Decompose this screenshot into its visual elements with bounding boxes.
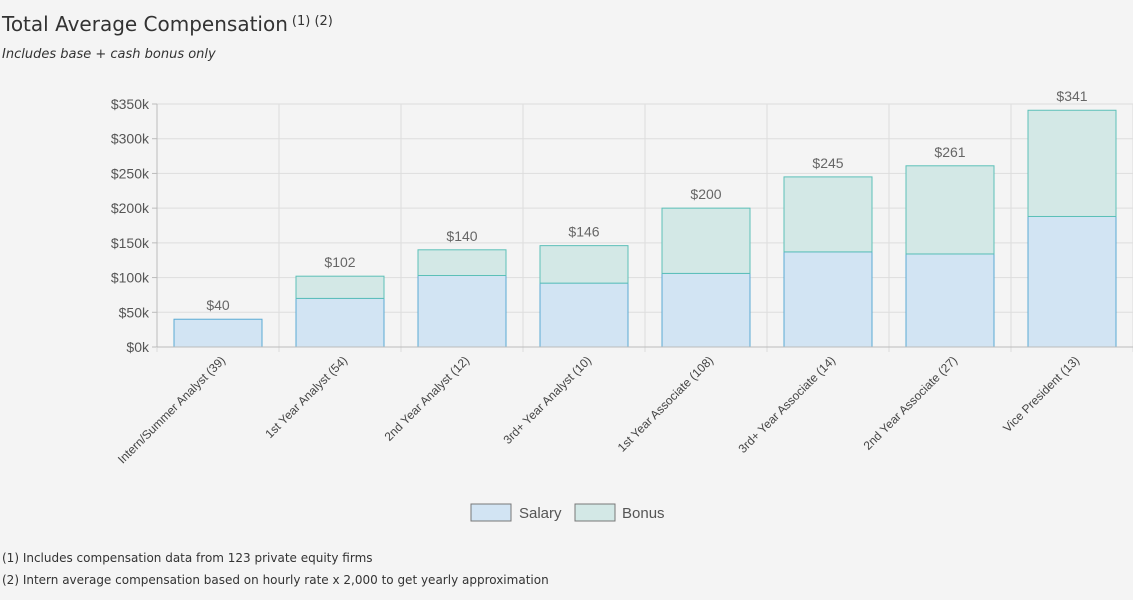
bar-bonus-segment[interactable]: [417, 249, 507, 276]
bar-total-label: $341: [1056, 88, 1087, 104]
x-category-label: 2nd Year Associate (27): [861, 353, 961, 453]
bar-salary-segment[interactable]: [173, 318, 263, 348]
bar-salary-segment[interactable]: [417, 274, 507, 348]
legend-label-bonus[interactable]: Bonus: [622, 505, 665, 522]
bar-bonus-segment[interactable]: [661, 207, 751, 274]
bar-total-label: $102: [324, 254, 355, 270]
bar-salary-segment[interactable]: [905, 253, 995, 348]
x-category-label: 2nd Year Analyst (12): [382, 353, 473, 444]
bar-total-label: $245: [812, 155, 843, 171]
bar-bonus-segment[interactable]: [1027, 109, 1117, 217]
footnote-1: (1) Includes compensation data from 123 …: [2, 551, 373, 565]
compensation-bar-chart: $0k $50k $100k $150k $200k $250k $300k $350k $40…: [111, 88, 1133, 522]
bar-bonus-segment[interactable]: [295, 275, 385, 299]
bar-total-label: $200: [690, 186, 721, 202]
y-tick-label: $300k: [111, 131, 150, 147]
x-category-label: 1st Year Associate (108): [615, 353, 716, 454]
y-tick-label: $250k: [111, 165, 150, 181]
y-tick-label: $350k: [111, 96, 150, 112]
y-tick-label: $0k: [126, 339, 150, 355]
y-tick-label: $200k: [111, 200, 150, 216]
y-tick-label: $100k: [111, 270, 150, 286]
bar-bonus-segment[interactable]: [905, 165, 995, 255]
bar-salary-segment[interactable]: [539, 282, 629, 348]
bar-salary-segment[interactable]: [295, 297, 385, 348]
bar-total-label: $261: [934, 144, 965, 160]
chart-title: Total Average Compensation (1) (2): [2, 12, 333, 36]
legend-label-salary[interactable]: Salary: [519, 505, 562, 522]
title-footnote-refs: (1) (2): [291, 14, 333, 29]
bar-bonus-segment[interactable]: [539, 245, 629, 284]
chart-subtitle: Includes base + cash bonus only: [2, 47, 216, 62]
bar-total-label: $146: [568, 224, 599, 240]
bar-bonus-segment[interactable]: [783, 176, 873, 253]
y-tick-label: $50k: [119, 304, 150, 320]
bar-salary-segment[interactable]: [783, 251, 873, 348]
legend-swatch-bonus[interactable]: [574, 503, 616, 522]
x-category-label: 3rd+ Year Associate (14): [736, 353, 839, 456]
chart-title-text: Total Average Compensation: [2, 12, 288, 36]
footnote-2: (2) Intern average compensation based on…: [2, 573, 549, 587]
bar-total-label: $40: [206, 297, 230, 313]
bar-salary-segment[interactable]: [1027, 215, 1117, 348]
bar-salary-segment[interactable]: [661, 272, 751, 348]
x-category-label: Vice President (13): [1000, 353, 1082, 435]
bar-total-label: $140: [446, 228, 477, 244]
legend-swatch-salary[interactable]: [470, 503, 512, 522]
x-category-label: Intern/Summer Analyst (39): [115, 353, 228, 466]
x-category-label: 3rd+ Year Analyst (10): [500, 353, 594, 447]
y-tick-label: $150k: [111, 235, 150, 251]
x-category-label: 1st Year Analyst (54): [262, 353, 350, 441]
